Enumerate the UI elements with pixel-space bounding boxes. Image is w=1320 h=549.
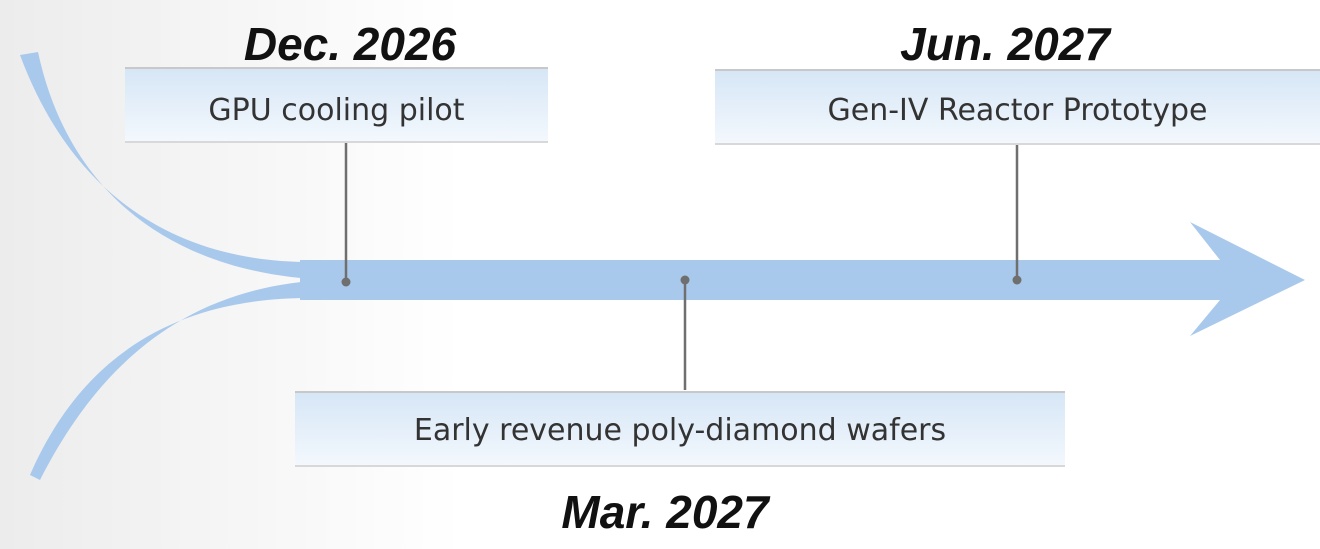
label-box bbox=[715, 70, 1320, 144]
milestone-label: GPU cooling pilot bbox=[208, 93, 464, 128]
dot bbox=[1012, 275, 1022, 285]
milestone-label: Gen-IV Reactor Prototype bbox=[828, 93, 1208, 128]
dot bbox=[341, 277, 351, 287]
milestone-date: Mar. 2027 bbox=[561, 486, 771, 538]
dot bbox=[680, 275, 690, 285]
milestone-label: Early revenue poly-diamond wafers bbox=[414, 413, 946, 448]
milestone-date: Jun. 2027 bbox=[900, 18, 1112, 70]
label-box bbox=[125, 68, 548, 142]
arrow bbox=[300, 222, 1305, 336]
merge-curves bbox=[20, 52, 330, 480]
label-box bbox=[295, 392, 1065, 466]
milestone-date: Dec. 2026 bbox=[244, 18, 457, 70]
milestones: Dec. 2026 GPU cooling pilot Mar. 2027 Early… bbox=[125, 18, 1320, 538]
